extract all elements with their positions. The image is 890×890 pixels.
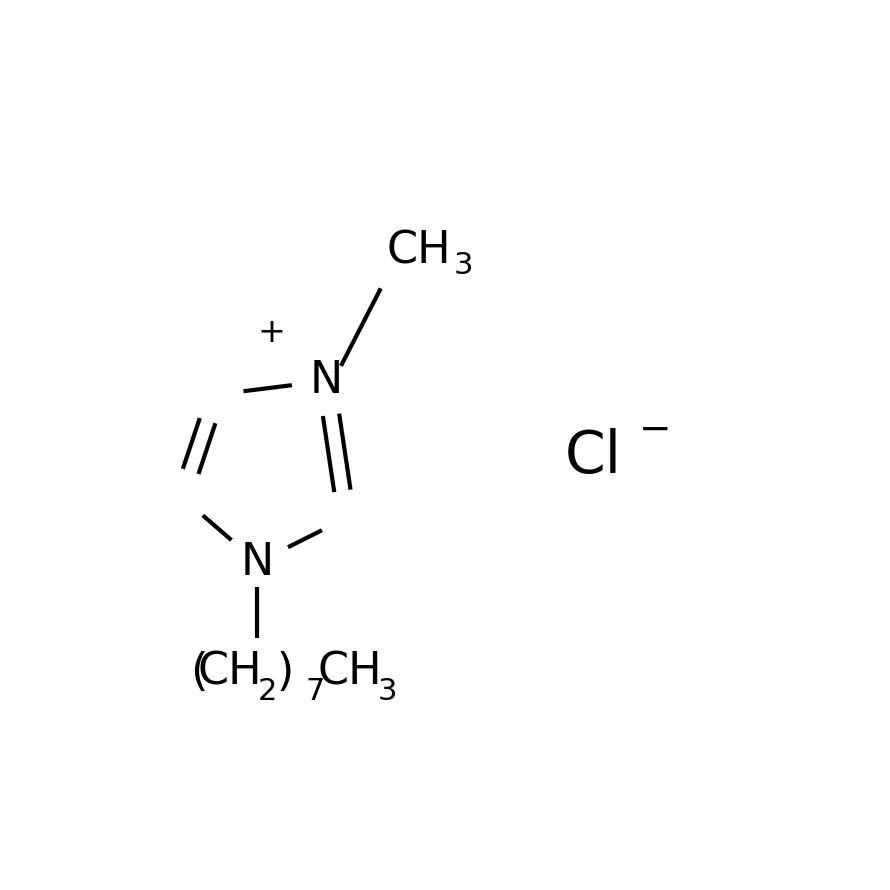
Text: −: − bbox=[638, 411, 671, 449]
Text: (: ( bbox=[190, 651, 208, 693]
Text: CH: CH bbox=[318, 651, 382, 693]
Text: ): ) bbox=[276, 651, 294, 693]
Text: 3: 3 bbox=[453, 251, 473, 280]
Text: Cl: Cl bbox=[564, 428, 622, 485]
Text: 2: 2 bbox=[258, 677, 278, 706]
Text: N: N bbox=[241, 541, 274, 584]
Text: +: + bbox=[257, 317, 285, 350]
Text: CH: CH bbox=[198, 651, 263, 693]
Text: N: N bbox=[310, 360, 343, 402]
Text: 3: 3 bbox=[378, 677, 397, 706]
Text: 7: 7 bbox=[306, 677, 326, 706]
Text: CH: CH bbox=[386, 230, 450, 272]
